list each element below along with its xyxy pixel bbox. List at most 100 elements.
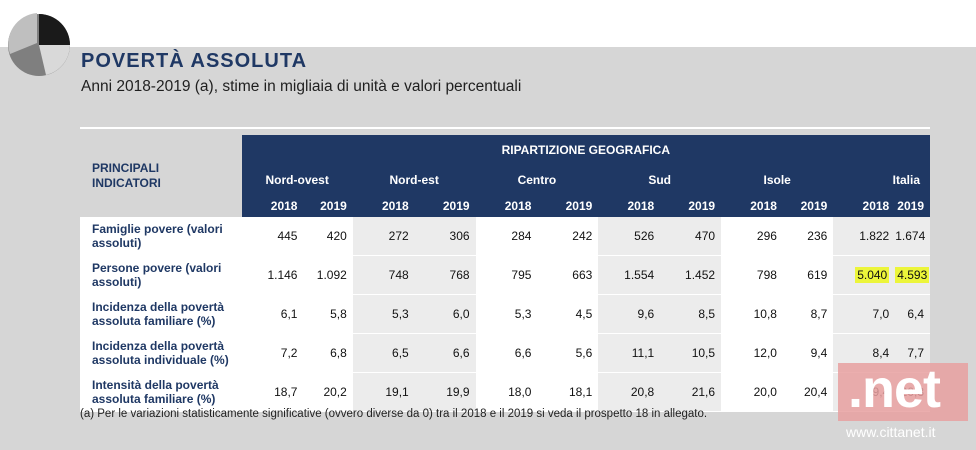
region-header: Isole (721, 165, 834, 195)
table-cell: 21,6 (660, 372, 722, 412)
year-header: 2019 (782, 195, 834, 217)
year-header: 2019 (660, 195, 722, 217)
year-header: 2019 (414, 195, 476, 217)
table-row: Intensità della povertà assoluta familia… (80, 372, 930, 412)
watermark-logo (838, 363, 968, 421)
table-cell: 768 (414, 255, 476, 295)
year-header: 2018 (721, 195, 783, 217)
divider (80, 127, 930, 129)
table-cell: 5,6 (537, 333, 599, 373)
table-row: Persone povere (valori assoluti) 1.146 1.0… (80, 255, 930, 295)
group-header: RIPARTIZIONE GEOGRAFICA (241, 135, 930, 165)
table-cell: 798 (721, 255, 783, 295)
table-cell: 9,4 (782, 333, 834, 373)
table-cell: 272 (352, 217, 415, 256)
table-cell: 7,2 (241, 333, 304, 373)
table-cell: 6,6 (475, 333, 538, 373)
table-cell: 4,5 (537, 294, 599, 334)
row-label: Famiglie povere (valori assoluti) (80, 217, 242, 256)
table-cell: 526 (598, 217, 661, 256)
region-header: Nord-ovest (241, 165, 353, 195)
table-cell: 5.040 (833, 255, 896, 295)
row-label: Intensità della povertà assoluta familia… (80, 372, 242, 412)
table-cell: 8,5 (660, 294, 722, 334)
header-label-line2: INDICATORI (92, 176, 161, 190)
table-cell: 1.146 (241, 255, 304, 295)
page-title: POVERTÀ ASSOLUTA (81, 50, 308, 72)
highlighted-value: 5.040 (855, 267, 890, 283)
table-cell: 296 (721, 217, 783, 256)
top-strip (0, 0, 976, 47)
table-cell: 10,5 (660, 333, 722, 373)
table-cell: 10,8 (721, 294, 783, 334)
year-header: 2018 (833, 195, 896, 217)
table-cell: 748 (352, 255, 415, 295)
table-cell: 11,1 (598, 333, 661, 373)
table-row: Incidenza della povertà assoluta individ… (80, 333, 930, 373)
highlighted-value: 4.593 (895, 267, 930, 283)
region-header: Nord-est (352, 165, 476, 195)
table-cell: 9,6 (598, 294, 661, 334)
region-header: Sud (598, 165, 722, 195)
region-header: Centro (475, 165, 599, 195)
page-subtitle: Anni 2018-2019 (a), stime in migliaia di… (81, 78, 522, 95)
watermark-site: www.cittanet.it (846, 424, 936, 440)
table-cell: 20,4 (782, 372, 834, 412)
table-cell: 420 (303, 217, 353, 256)
table-cell: 7,0 (833, 294, 896, 334)
region-header: Italia (833, 165, 930, 195)
table-cell: 236 (782, 217, 834, 256)
table-cell: 5,3 (352, 294, 415, 334)
watermark-logo-text: .net (848, 359, 941, 419)
table-cell: 18,7 (241, 372, 304, 412)
table-cell: 1.554 (598, 255, 661, 295)
table-cell: 445 (241, 217, 304, 256)
table-cell: 663 (537, 255, 599, 295)
table-cell: 1.092 (303, 255, 353, 295)
table-cell: 6,6 (414, 333, 476, 373)
table-row: Incidenza della povertà assoluta familia… (80, 294, 930, 334)
table-cell: 20,0 (721, 372, 783, 412)
table-cell: 1.822 (833, 217, 896, 256)
header-label-line1: PRINCIPALI (92, 161, 160, 175)
table-cell: 5,3 (475, 294, 538, 334)
table-cell: 20,8 (598, 372, 661, 412)
table-cell: 242 (537, 217, 599, 256)
year-header: 2018 (475, 195, 538, 217)
year-header: 2019 (895, 195, 930, 217)
table-cell: 6,5 (352, 333, 415, 373)
row-label: Persone povere (valori assoluti) (80, 255, 242, 295)
footnote: (a) Per le variazioni statisticamente si… (80, 408, 708, 420)
table-cell: 20,2 (303, 372, 353, 412)
table-cell: 18,1 (537, 372, 599, 412)
year-header: 2018 (352, 195, 415, 217)
table-cell: 470 (660, 217, 722, 256)
year-header: 2019 (537, 195, 599, 217)
table-cell: 19,9 (414, 372, 476, 412)
row-label: Incidenza della povertà assoluta familia… (80, 294, 242, 334)
table-cell: 12,0 (721, 333, 783, 373)
table-cell: 306 (414, 217, 476, 256)
poverty-table: PRINCIPALI INDICATORI RIPARTIZIONE GEOGR… (80, 135, 930, 412)
table-cell: 18,0 (475, 372, 538, 412)
table-cell: 795 (475, 255, 538, 295)
row-label: Incidenza della povertà assoluta individ… (80, 333, 242, 373)
table-cell: 1.674 (895, 217, 930, 256)
table-cell: 6,8 (303, 333, 353, 373)
table-cell: 284 (475, 217, 538, 256)
year-header: 2018 (241, 195, 304, 217)
table-cell: 19,1 (352, 372, 415, 412)
table-cell: 619 (782, 255, 834, 295)
pie-chart-icon (8, 13, 70, 76)
header-principali-indicatori: PRINCIPALI INDICATORI (80, 135, 242, 217)
table-row: Famiglie povere (valori assoluti) 445 420 2… (80, 217, 930, 256)
table-cell: 6,4 (895, 294, 930, 334)
table-cell: 6,0 (414, 294, 476, 334)
table-cell: 1.452 (660, 255, 722, 295)
table-cell: 8,7 (782, 294, 834, 334)
year-header: 2018 (598, 195, 661, 217)
year-header: 2019 (303, 195, 353, 217)
table-cell: 4.593 (895, 255, 930, 295)
table-cell: 5,8 (303, 294, 353, 334)
table-cell: 6,1 (241, 294, 304, 334)
